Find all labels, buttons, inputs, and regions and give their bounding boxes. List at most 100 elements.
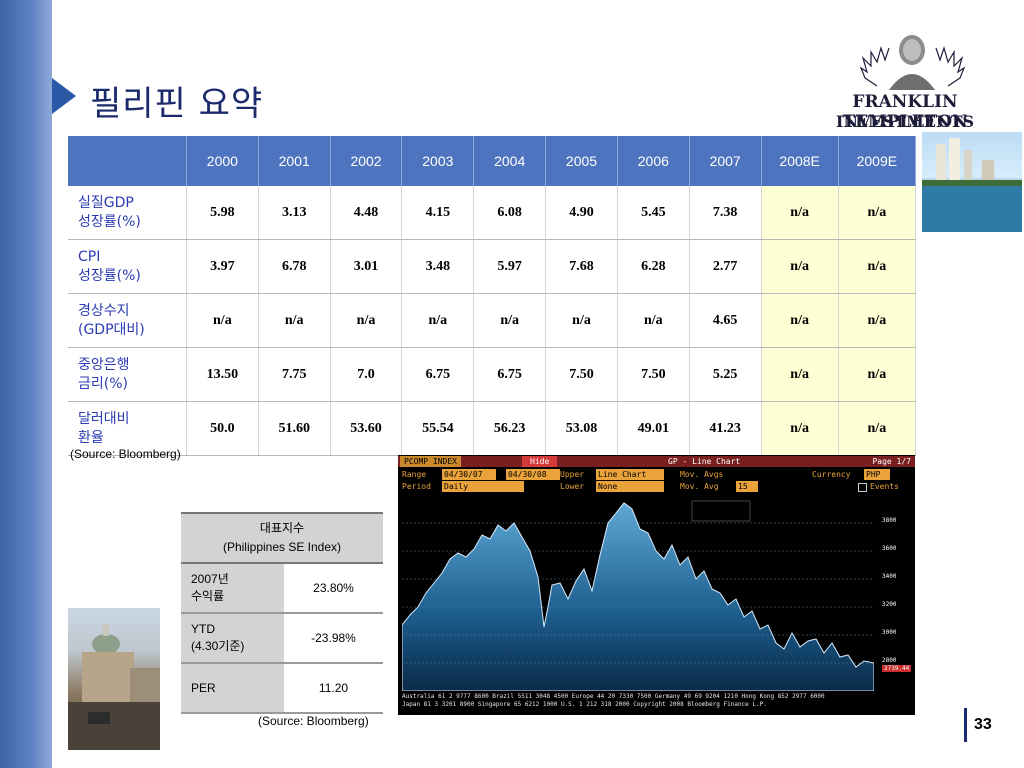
index-label-line2: (4.30기준) (191, 639, 245, 653)
table-cell: 56.23 (473, 401, 547, 456)
index-header-title: 대표지수 (259, 521, 305, 535)
logo-line1: FRANKLIN TEMPLETON (842, 92, 968, 132)
hide-button[interactable]: Hide (522, 456, 558, 467)
y-tick: 3600 (882, 545, 897, 552)
table-cell: 7.50 (545, 347, 618, 402)
table-cell: 6.78 (258, 239, 331, 294)
mov-avg-label: Mov. Avg (680, 482, 719, 491)
row-label-line1: CPI (78, 248, 101, 265)
page-divider (964, 708, 967, 742)
index-header-subtitle: (Philippines SE Index) (222, 540, 342, 554)
table-cell: n/a (617, 293, 690, 348)
table-cell: 6.75 (473, 347, 547, 402)
y-tick: 2800 (882, 657, 897, 664)
table-cell: n/a (401, 293, 475, 348)
city-skyline-photo (922, 132, 1022, 232)
row-label-line2: 환율 (78, 429, 104, 446)
year-header: 2005 (545, 136, 618, 186)
index-label-line1: PER (191, 680, 216, 695)
last-price-tag: 2739.44 (882, 665, 912, 672)
table-cell: n/a (838, 239, 917, 294)
bloomberg-header-bar: PCOMP INDEX Hide GP - Line Chart Page 1/… (398, 456, 915, 467)
title-arrow-icon (52, 78, 76, 114)
row-label-line2: 금리(%) (78, 375, 128, 392)
index-label-line2: 수익률 (191, 589, 225, 603)
table-cell: n/a (761, 347, 839, 402)
lower-select[interactable]: None (596, 481, 664, 492)
table-cell: 4.15 (401, 186, 475, 240)
range-label: Range (402, 470, 427, 479)
year-header: 2003 (401, 136, 475, 186)
events-label: Events (870, 482, 899, 491)
table-cell: 55.54 (401, 401, 475, 456)
table-cell: 5.98 (186, 186, 259, 240)
index-row: PER 11.20 (181, 663, 383, 714)
index-row-value: 23.80% (284, 563, 383, 614)
year-header: 2006 (617, 136, 690, 186)
table-cell: 49.01 (617, 401, 690, 456)
table-cell: 5.45 (617, 186, 690, 240)
bloomberg-ticker: PCOMP INDEX (400, 456, 461, 467)
table-cell: 7.0 (330, 347, 403, 402)
chart-area-fill (402, 502, 874, 691)
upper-select[interactable]: Line Chart (596, 469, 664, 480)
period-select[interactable]: Daily (442, 481, 524, 492)
table-cell: n/a (838, 401, 917, 456)
index-summary-table: 대표지수 (Philippines SE Index) 2007년 수익률 23.8… (181, 512, 383, 714)
table-cell: 53.08 (545, 401, 618, 456)
index-row: YTD (4.30기준) -23.98% (181, 613, 383, 664)
table-cell: 7.50 (617, 347, 690, 402)
price-legend-box (691, 500, 751, 522)
year-header: 2009E (838, 136, 917, 186)
table-cell: 5.97 (473, 239, 547, 294)
table-cell: 6.75 (401, 347, 475, 402)
y-tick: 3000 (882, 629, 897, 636)
year-header: 2008E (761, 136, 839, 186)
table-cell: n/a (838, 347, 917, 402)
table-row: 실질GDP 성장률(%) 5.98 3.13 4.48 4.15 6.08 4.90 5.45 7… (68, 186, 917, 240)
y-tick: 3400 (882, 573, 897, 580)
row-label-line2: (GDP대비) (78, 321, 145, 338)
table-cell: n/a (838, 186, 917, 240)
index-row-label: YTD (4.30기준) (181, 613, 284, 664)
table-cell: 3.97 (186, 239, 259, 294)
index-row-value: -23.98% (284, 613, 383, 664)
row-label: 경상수지 (GDP대비) (68, 293, 187, 348)
index-line-chart (402, 500, 874, 691)
table-cell: 6.28 (617, 239, 690, 294)
index-row-value: 11.20 (284, 663, 383, 714)
left-accent-band (0, 0, 52, 768)
table-row: CPI 성장률(%) 3.97 6.78 3.01 3.48 5.97 7.68 6.28 2.7… (68, 239, 917, 294)
row-label-line2: 성장률(%) (78, 213, 141, 230)
row-label: 실질GDP 성장률(%) (68, 186, 187, 240)
currency-field[interactable]: PHP (864, 469, 890, 480)
upper-label: Upper (560, 470, 585, 479)
footer-line2: Japan 81 3 3201 8900 Singapore 65 6212 1… (402, 701, 767, 708)
table-cell: 2.77 (689, 239, 762, 294)
index-row-label: 2007년 수익률 (181, 563, 284, 614)
table-cell: 4.90 (545, 186, 618, 240)
y-tick: 3200 (882, 601, 897, 608)
table-cell: 6.08 (473, 186, 547, 240)
table-row: 중앙은행 금리(%) 13.50 7.75 7.0 6.75 6.75 7.50 7.50 5.2… (68, 347, 917, 402)
row-label: 중앙은행 금리(%) (68, 347, 187, 402)
table-cell: n/a (473, 293, 547, 348)
events-checkbox[interactable] (858, 483, 867, 492)
bloomberg-settings-row1: Range 04/30/07 04/30/08 Upper Line Chart… (398, 469, 915, 480)
index-source-note: (Source: Bloomberg) (258, 714, 369, 728)
mov-avg-field[interactable]: 15 (736, 481, 758, 492)
table-cell: n/a (761, 401, 839, 456)
philippines-economic-table: 2000 2001 2002 2003 2004 2005 2006 2007 … (68, 136, 917, 456)
range-from-field[interactable]: 04/30/07 (442, 469, 496, 480)
table-cell: 3.48 (401, 239, 475, 294)
bloomberg-page-indicator: Page 1/7 (872, 457, 911, 466)
slide-title: 필리핀 요약 (90, 84, 264, 124)
index-row: 2007년 수익률 23.80% (181, 563, 383, 614)
table-cell: 3.01 (330, 239, 403, 294)
currency-label: Currency (812, 470, 851, 479)
row-label-line1: 달러대비 (78, 410, 130, 427)
table-cell: 7.38 (689, 186, 762, 240)
range-to-field[interactable]: 04/30/08 (506, 469, 560, 480)
year-header: 2000 (186, 136, 259, 186)
page-number: 33 (974, 716, 992, 733)
